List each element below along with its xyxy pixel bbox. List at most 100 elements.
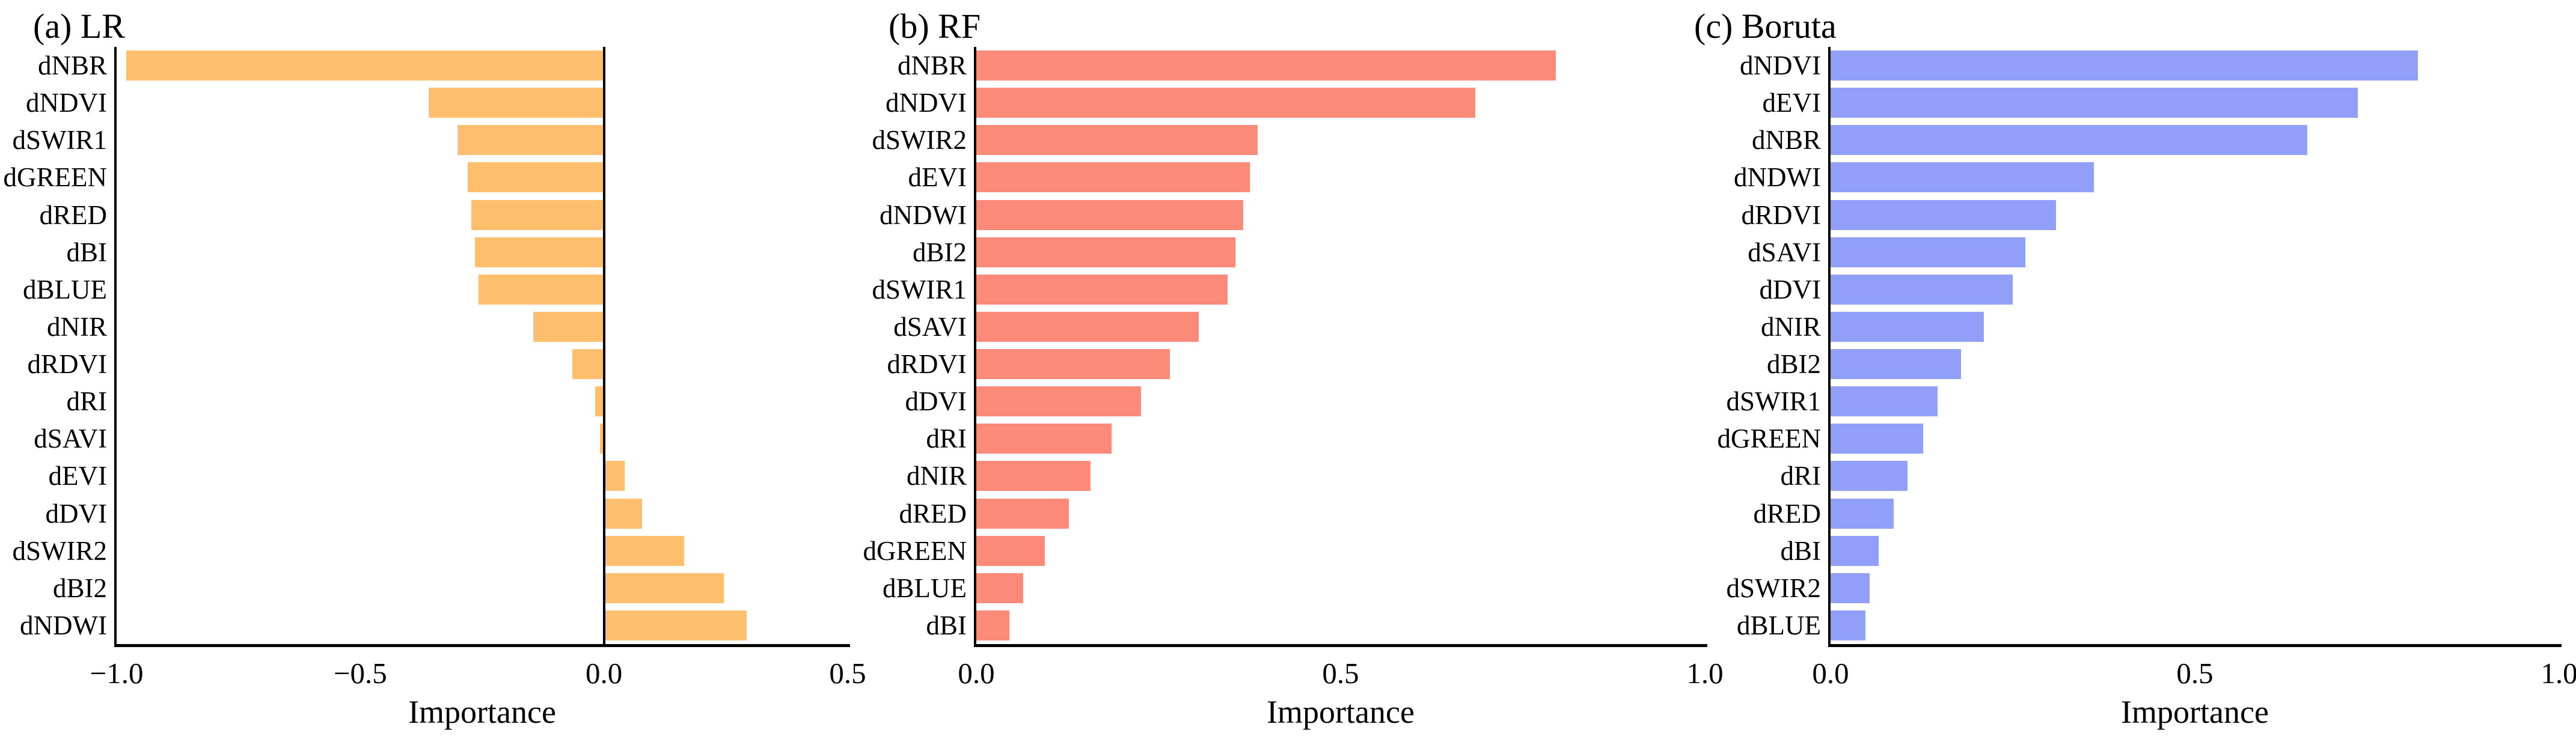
bar-dNDVI [1831,50,2418,81]
y-axis-label-dRI: dRI [66,386,108,417]
y-axis-label-dBI2: dBI2 [53,573,107,603]
y-axis-label-dSWIR2: dSWIR2 [872,125,967,156]
x-tick-label: 1.0 [1686,657,1724,690]
x-tick-label: 0.5 [2176,657,2213,690]
bar-dBLUE [976,573,1023,603]
bar-dGREEN [467,162,604,193]
bar-dNIR [533,311,604,342]
bar-dRDVI [1831,199,2056,230]
bar-dNDWI [976,199,1243,230]
bar-dDVI [976,386,1141,417]
x-tick-label: 0.0 [958,657,995,690]
x-tick-label: 0.5 [829,657,866,690]
bar-dRI [595,386,604,417]
y-axis-label-dBLUE: dBLUE [1737,610,1821,640]
bar-dRDVI [976,349,1170,380]
y-axis-spine [1828,47,1831,644]
y-axis-label-dBLUE: dBLUE [23,274,107,305]
bar-dRED [1831,498,1894,529]
y-axis-label-dRDVI: dRDVI [887,349,967,380]
bar-dSWIR2 [604,535,685,566]
bar-dGREEN [976,535,1045,566]
y-axis-label-dDVI: dDVI [905,386,967,417]
x-tick-label: 0.5 [1322,657,1359,690]
bar-dBI [976,610,1009,640]
y-axis-label-dBI: dBI [926,610,967,640]
y-axis-spine [114,47,117,644]
x-tick-label: −1.0 [90,657,144,690]
bar-dRI [1831,461,1908,491]
y-axis-label-dSWIR1: dSWIR1 [12,125,108,156]
bar-dNDWI [604,610,747,640]
bar-dNBR [1831,125,2307,156]
y-axis-label-dRED: dRED [1753,498,1822,529]
x-axis-line [1828,644,2562,647]
zero-line [602,47,605,644]
y-axis-label-dNDWI: dNDWI [20,610,107,640]
bar-dSWIR1 [976,274,1228,305]
bar-dEVI [1831,88,2358,118]
y-axis-label-dNBR: dNBR [897,50,967,81]
bar-dBI2 [976,237,1236,267]
x-axis-line [974,644,1707,647]
y-axis-label-dBI: dBI [66,237,108,267]
bar-dNDVI [428,88,604,118]
y-axis-label-dBI2: dBI2 [913,237,967,267]
bar-dNDVI [976,88,1476,118]
y-axis-label-dNIR: dNIR [47,311,107,342]
x-tick-label: 0.0 [1812,657,1849,690]
y-axis-label-dEVI: dEVI [1762,88,1821,118]
bar-dSWIR1 [1831,386,1938,417]
y-axis-label-dNIR: dNIR [1761,311,1821,342]
y-axis-label-dDVI: dDVI [1759,274,1821,305]
bar-dRED [976,498,1069,529]
y-axis-label-dSAVI: dSAVI [34,424,107,454]
bar-dNIR [976,461,1091,491]
y-axis-label-dRED: dRED [39,199,108,230]
y-axis-label-dSWIR2: dSWIR2 [12,535,108,566]
y-axis-label-dSAVI: dSAVI [1748,237,1821,267]
y-axis-label-dRI: dRI [1780,461,1822,491]
y-axis-label-dNDWI: dNDWI [880,199,967,230]
y-axis-label-dBLUE: dBLUE [883,573,967,603]
bar-dDVI [1831,274,2013,305]
bar-dBI [1831,535,1879,566]
panel-a-title: (a) LR [33,7,125,46]
y-axis-label-dSAVI: dSAVI [893,311,967,342]
x-axis-line [114,644,850,647]
bar-dNBR [976,50,1556,81]
y-axis-label-dSWIR2: dSWIR2 [1726,573,1822,603]
y-axis-label-dRED: dRED [899,498,967,529]
x-axis-title-c: Importance [2121,694,2269,730]
bar-dRED [471,199,604,230]
y-axis-label-dBI: dBI [1780,535,1822,566]
y-axis-label-dNBR: dNBR [1751,125,1821,156]
bar-dRI [976,424,1112,454]
bar-dBI2 [1831,349,1961,380]
bar-dGREEN [1831,424,1923,454]
y-axis-label-dGREEN: dGREEN [863,535,967,566]
y-axis-label-dEVI: dEVI [48,461,107,491]
y-axis-label-dRDVI: dRDVI [1741,199,1822,230]
bar-dEVI [976,162,1250,193]
x-tick-label: 0.0 [586,657,623,690]
y-axis-label-dDVI: dDVI [45,498,107,529]
y-axis-label-dNBR: dNBR [37,50,107,81]
panel-b-title: (b) RF [889,7,981,46]
y-axis-label-dGREEN: dGREEN [1717,424,1822,454]
bar-dSAVI [976,311,1199,342]
bar-dBI2 [604,573,724,603]
x-tick-label: −0.5 [333,657,387,690]
y-axis-label-dRDVI: dRDVI [27,349,108,380]
y-axis-spine [974,47,976,644]
x-axis-title-a: Importance [408,694,556,730]
y-axis-label-dNDVI: dNDVI [26,88,107,118]
y-axis-label-dGREEN: dGREEN [3,162,108,193]
bar-dBLUE [1831,610,1866,640]
bar-dRDVI [572,349,604,380]
bar-dSAVI [600,424,604,454]
y-axis-label-dNDVI: dNDVI [886,88,967,118]
bar-dNDWI [1831,162,2094,193]
y-axis-label-dSWIR1: dSWIR1 [1726,386,1822,417]
